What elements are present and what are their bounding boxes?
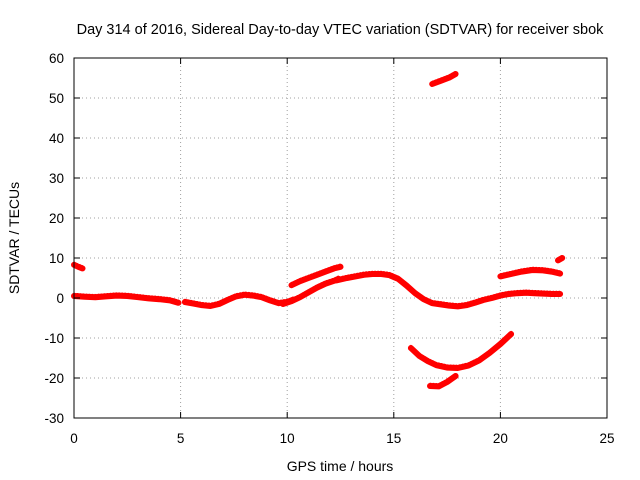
- series-arc-8: [555, 255, 566, 264]
- series-arc-11-scatter: [429, 372, 457, 385]
- series-arc-9-scatter: [431, 70, 457, 83]
- x-axis-label: GPS time / hours: [287, 458, 394, 474]
- series-arc-7-scatter: [499, 266, 561, 275]
- x-tick-label: 15: [386, 431, 401, 446]
- chart-title: Day 314 of 2016, Sidereal Day-to-day VTE…: [77, 22, 605, 38]
- x-tick-label: 0: [70, 431, 78, 446]
- series-arc-7: [497, 267, 564, 280]
- y-tick-label: -20: [44, 371, 64, 386]
- series-arc-10: [407, 331, 515, 371]
- y-tick-label: 0: [56, 291, 64, 306]
- series-arc-1-scatter: [73, 261, 84, 267]
- series-arc-3: [181, 291, 297, 309]
- series-arc-5-scatter: [290, 263, 342, 284]
- y-tick-label: -30: [44, 411, 64, 426]
- grid-lines: [74, 58, 607, 418]
- series-arc-2-scatter: [73, 292, 180, 302]
- y-tick-label: 40: [49, 131, 64, 146]
- y-tick-label: 30: [49, 171, 64, 186]
- axis-ticks: 0 5 10 15 20 25 -30 -20 -10 0 10 20 30 40 50 60: [44, 51, 614, 446]
- y-tick-label: 20: [49, 211, 64, 226]
- y-axis-label: SDTVAR / TECUs: [6, 182, 22, 294]
- series-arc-5: [288, 263, 344, 289]
- y-tick-label: 10: [49, 251, 64, 266]
- series-arc-9: [429, 71, 459, 87]
- x-tick-label: 10: [280, 431, 295, 446]
- x-tick-label: 20: [493, 431, 508, 446]
- plot-frame: [73, 57, 608, 419]
- series-arc-10-scatter: [410, 330, 512, 367]
- x-tick-label: 25: [599, 431, 614, 446]
- series-arc-4-scatter: [282, 275, 340, 303]
- y-tick-label: 60: [49, 51, 64, 66]
- data-series: [71, 70, 566, 390]
- series-arc-6: [333, 271, 564, 310]
- series-arc-6-scatter: [335, 270, 561, 305]
- x-tick-label: 5: [177, 431, 185, 446]
- y-tick-label: 50: [49, 91, 64, 106]
- series-arc-11: [427, 373, 459, 390]
- series-arc-1: [71, 261, 86, 272]
- series-arc-2: [71, 292, 182, 306]
- series-arc-4: [279, 275, 342, 307]
- y-tick-label: -10: [44, 331, 64, 346]
- series-arc-8-scatter: [557, 254, 563, 259]
- series-arc-3-scatter: [184, 291, 295, 305]
